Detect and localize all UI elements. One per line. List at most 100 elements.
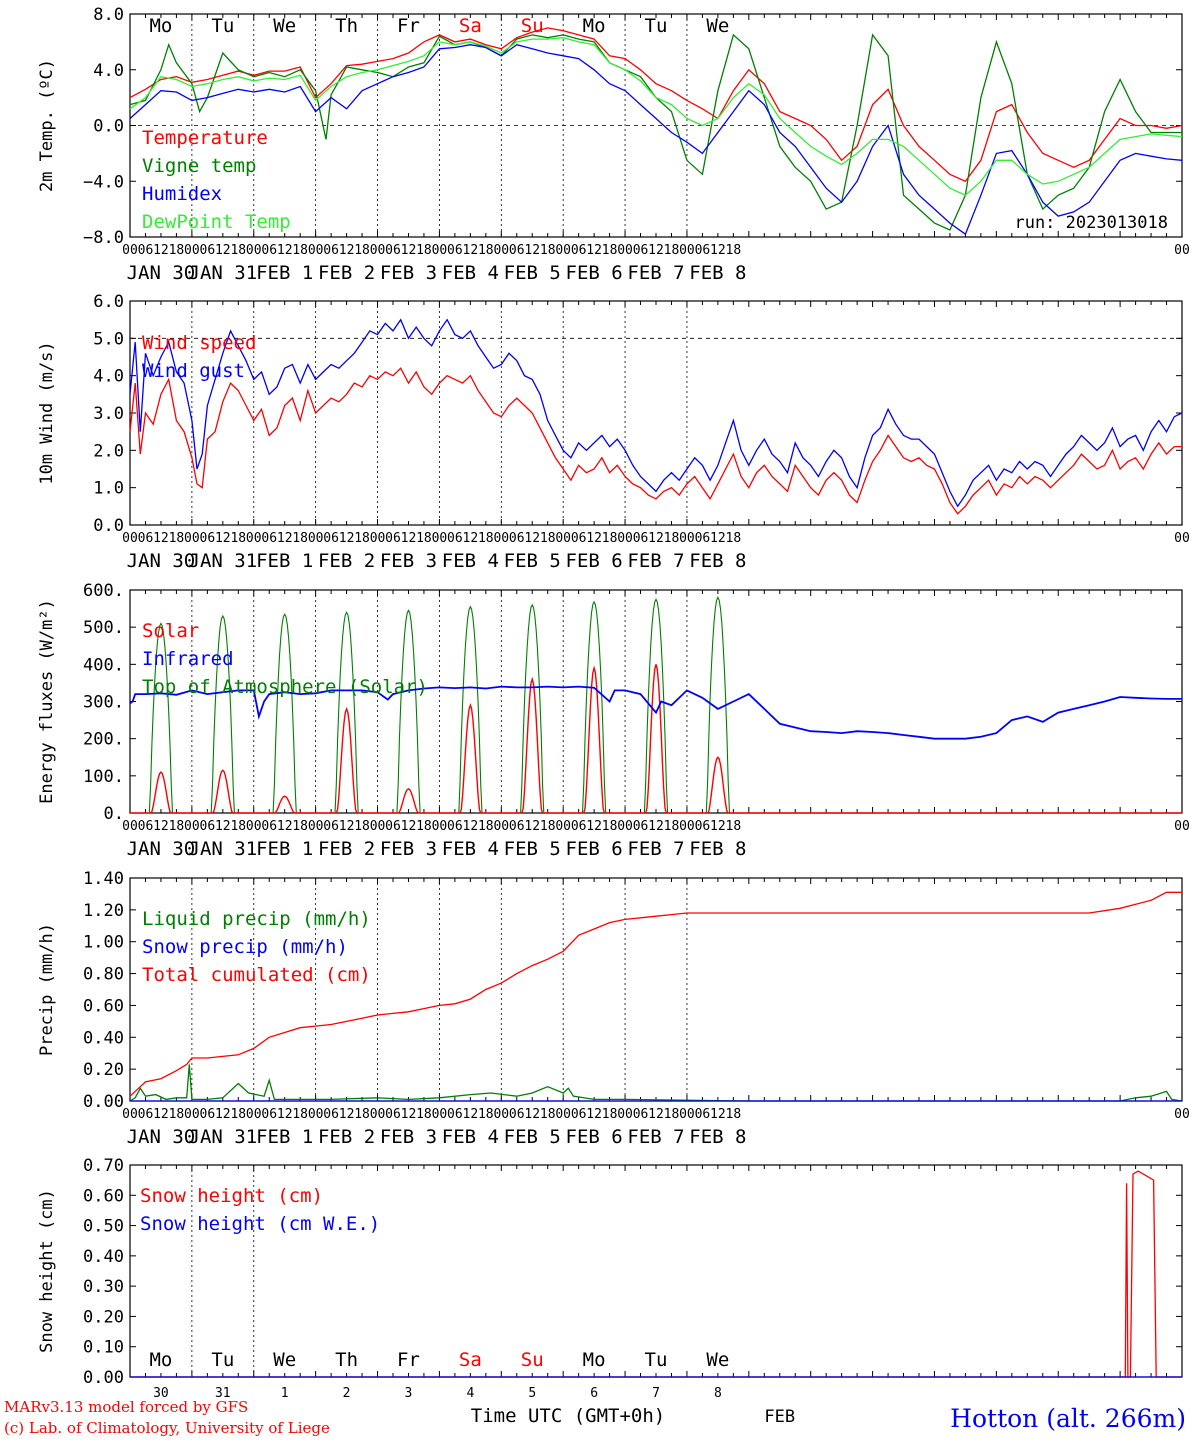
hour-tick-label: 12 bbox=[586, 1107, 602, 1122]
y-tick-label: 0.0 bbox=[93, 516, 124, 536]
date-label: FEB 2 bbox=[318, 1126, 375, 1148]
hour-tick-label: 00 bbox=[246, 531, 262, 546]
x-axis-label: Time UTC (GMT+0h) bbox=[471, 1405, 665, 1427]
date-label: FEB 5 bbox=[504, 1126, 561, 1148]
y-tick-label: 0.80 bbox=[83, 965, 124, 985]
hour-tick-label: 12 bbox=[463, 531, 479, 546]
hour-tick-label: 00 bbox=[1174, 243, 1190, 258]
hour-tick-label: 00 bbox=[370, 1107, 386, 1122]
hour-tick-label: 18 bbox=[292, 819, 308, 834]
y-tick-label: 0.20 bbox=[83, 1060, 124, 1080]
hour-tick-label: 18 bbox=[354, 243, 370, 258]
hour-tick-label: 06 bbox=[509, 531, 525, 546]
hour-tick-label: 12 bbox=[524, 819, 540, 834]
date-label: FEB 5 bbox=[504, 550, 561, 572]
hour-tick-label: 12 bbox=[648, 531, 664, 546]
hour-tick-label: 18 bbox=[478, 243, 494, 258]
hour-tick-label: 18 bbox=[540, 243, 556, 258]
date-label: FEB 7 bbox=[627, 262, 684, 284]
y-tick-label: 0.00 bbox=[83, 1368, 124, 1388]
date-label: FEB 7 bbox=[627, 550, 684, 572]
y-tick-label: 100. bbox=[83, 767, 124, 787]
y-tick-label: 4.0 bbox=[93, 61, 124, 81]
legend-entry: Wind speed bbox=[142, 332, 256, 354]
hour-tick-label: 00 bbox=[493, 243, 509, 258]
hour-tick-label: 12 bbox=[153, 819, 169, 834]
station-label: Hotton (alt. 266m) bbox=[950, 1404, 1186, 1433]
series-line-infrared bbox=[129, 685, 1182, 740]
hour-tick-label: 06 bbox=[571, 1107, 587, 1122]
hour-tick-label: 18 bbox=[478, 819, 494, 834]
hour-tick-label: 18 bbox=[292, 243, 308, 258]
day-name-label: Th bbox=[335, 1349, 358, 1371]
hour-tick-label: 06 bbox=[261, 243, 277, 258]
hour-tick-label: 00 bbox=[122, 243, 138, 258]
hour-tick-label: 18 bbox=[354, 819, 370, 834]
hour-tick-label: 12 bbox=[524, 243, 540, 258]
hour-tick-label: 18 bbox=[230, 819, 246, 834]
day-number-label: 1 bbox=[281, 1386, 289, 1401]
date-label: FEB 8 bbox=[689, 550, 746, 572]
hour-tick-label: 06 bbox=[633, 819, 649, 834]
hour-tick-label: 06 bbox=[571, 819, 587, 834]
hour-tick-label: 06 bbox=[323, 531, 339, 546]
hour-tick-label: 06 bbox=[385, 1107, 401, 1122]
legend-entry: Liquid precip (mm/h) bbox=[142, 908, 371, 930]
series-line-wind-speed bbox=[129, 367, 1182, 515]
date-label: JAN 30 bbox=[127, 262, 196, 284]
hour-tick-label: 12 bbox=[277, 819, 293, 834]
hour-tick-label: 18 bbox=[416, 243, 432, 258]
hour-tick-label: 06 bbox=[695, 243, 711, 258]
hour-tick-label: 00 bbox=[1174, 1107, 1190, 1122]
date-label: FEB 2 bbox=[318, 838, 375, 860]
hour-tick-label: 12 bbox=[153, 531, 169, 546]
hour-tick-label: 18 bbox=[230, 531, 246, 546]
hour-tick-label: 18 bbox=[169, 243, 185, 258]
panel-3: 600. 500. 400. 300. 200. 100. 0. Energy fluxes … bbox=[37, 581, 1190, 860]
hour-tick-label: 00 bbox=[184, 1107, 200, 1122]
hour-tick-label: 00 bbox=[617, 819, 633, 834]
legend-entry: Snow height (cm) bbox=[140, 1185, 323, 1207]
date-label: JAN 31 bbox=[189, 550, 258, 572]
hour-tick-label: 12 bbox=[710, 1107, 726, 1122]
hour-tick-label: 18 bbox=[726, 819, 742, 834]
day-number-label: 5 bbox=[528, 1386, 536, 1401]
hour-tick-label: 18 bbox=[664, 531, 680, 546]
date-label: FEB 6 bbox=[566, 1126, 623, 1148]
day-name-label: We bbox=[706, 1349, 729, 1371]
day-name-label: Tu bbox=[211, 15, 234, 37]
hour-tick-label: 06 bbox=[200, 819, 216, 834]
hour-tick-label: 12 bbox=[463, 819, 479, 834]
date-label: FEB 6 bbox=[566, 838, 623, 860]
day-name-label: Tu bbox=[645, 1349, 668, 1371]
hour-tick-label: 12 bbox=[524, 1107, 540, 1122]
hour-tick-label: 00 bbox=[493, 819, 509, 834]
hour-tick-label: 00 bbox=[555, 531, 571, 546]
hour-tick-label: 06 bbox=[385, 531, 401, 546]
date-label: FEB 4 bbox=[442, 550, 499, 572]
y-tick-label: 6.0 bbox=[93, 292, 124, 312]
hour-tick-label: 18 bbox=[540, 531, 556, 546]
day-name-label: We bbox=[273, 15, 296, 37]
hour-tick-label: 06 bbox=[509, 819, 525, 834]
hour-tick-label: 00 bbox=[679, 1107, 695, 1122]
hour-tick-label: 00 bbox=[617, 243, 633, 258]
legend-entry: Top of Atmosphere (Solar) bbox=[142, 676, 428, 698]
hour-tick-label: 12 bbox=[401, 819, 417, 834]
hour-tick-label: 18 bbox=[354, 1107, 370, 1122]
date-label: FEB 3 bbox=[380, 1126, 437, 1148]
hour-tick-label: 06 bbox=[323, 243, 339, 258]
day-name-label: Fr bbox=[397, 1349, 420, 1371]
hour-tick-label: 12 bbox=[339, 531, 355, 546]
date-label: FEB 3 bbox=[380, 550, 437, 572]
legend-entry: Temperature bbox=[142, 127, 268, 149]
y-tick-label: 8.0 bbox=[93, 5, 124, 25]
series-line-top-of-atmosphere bbox=[130, 596, 1182, 814]
series-line-humidex bbox=[129, 43, 1183, 236]
hour-tick-label: 00 bbox=[493, 1107, 509, 1122]
date-label: FEB 3 bbox=[380, 838, 437, 860]
date-label: FEB 4 bbox=[442, 1126, 499, 1148]
hour-tick-label: 00 bbox=[308, 819, 324, 834]
hour-tick-label: 00 bbox=[617, 531, 633, 546]
